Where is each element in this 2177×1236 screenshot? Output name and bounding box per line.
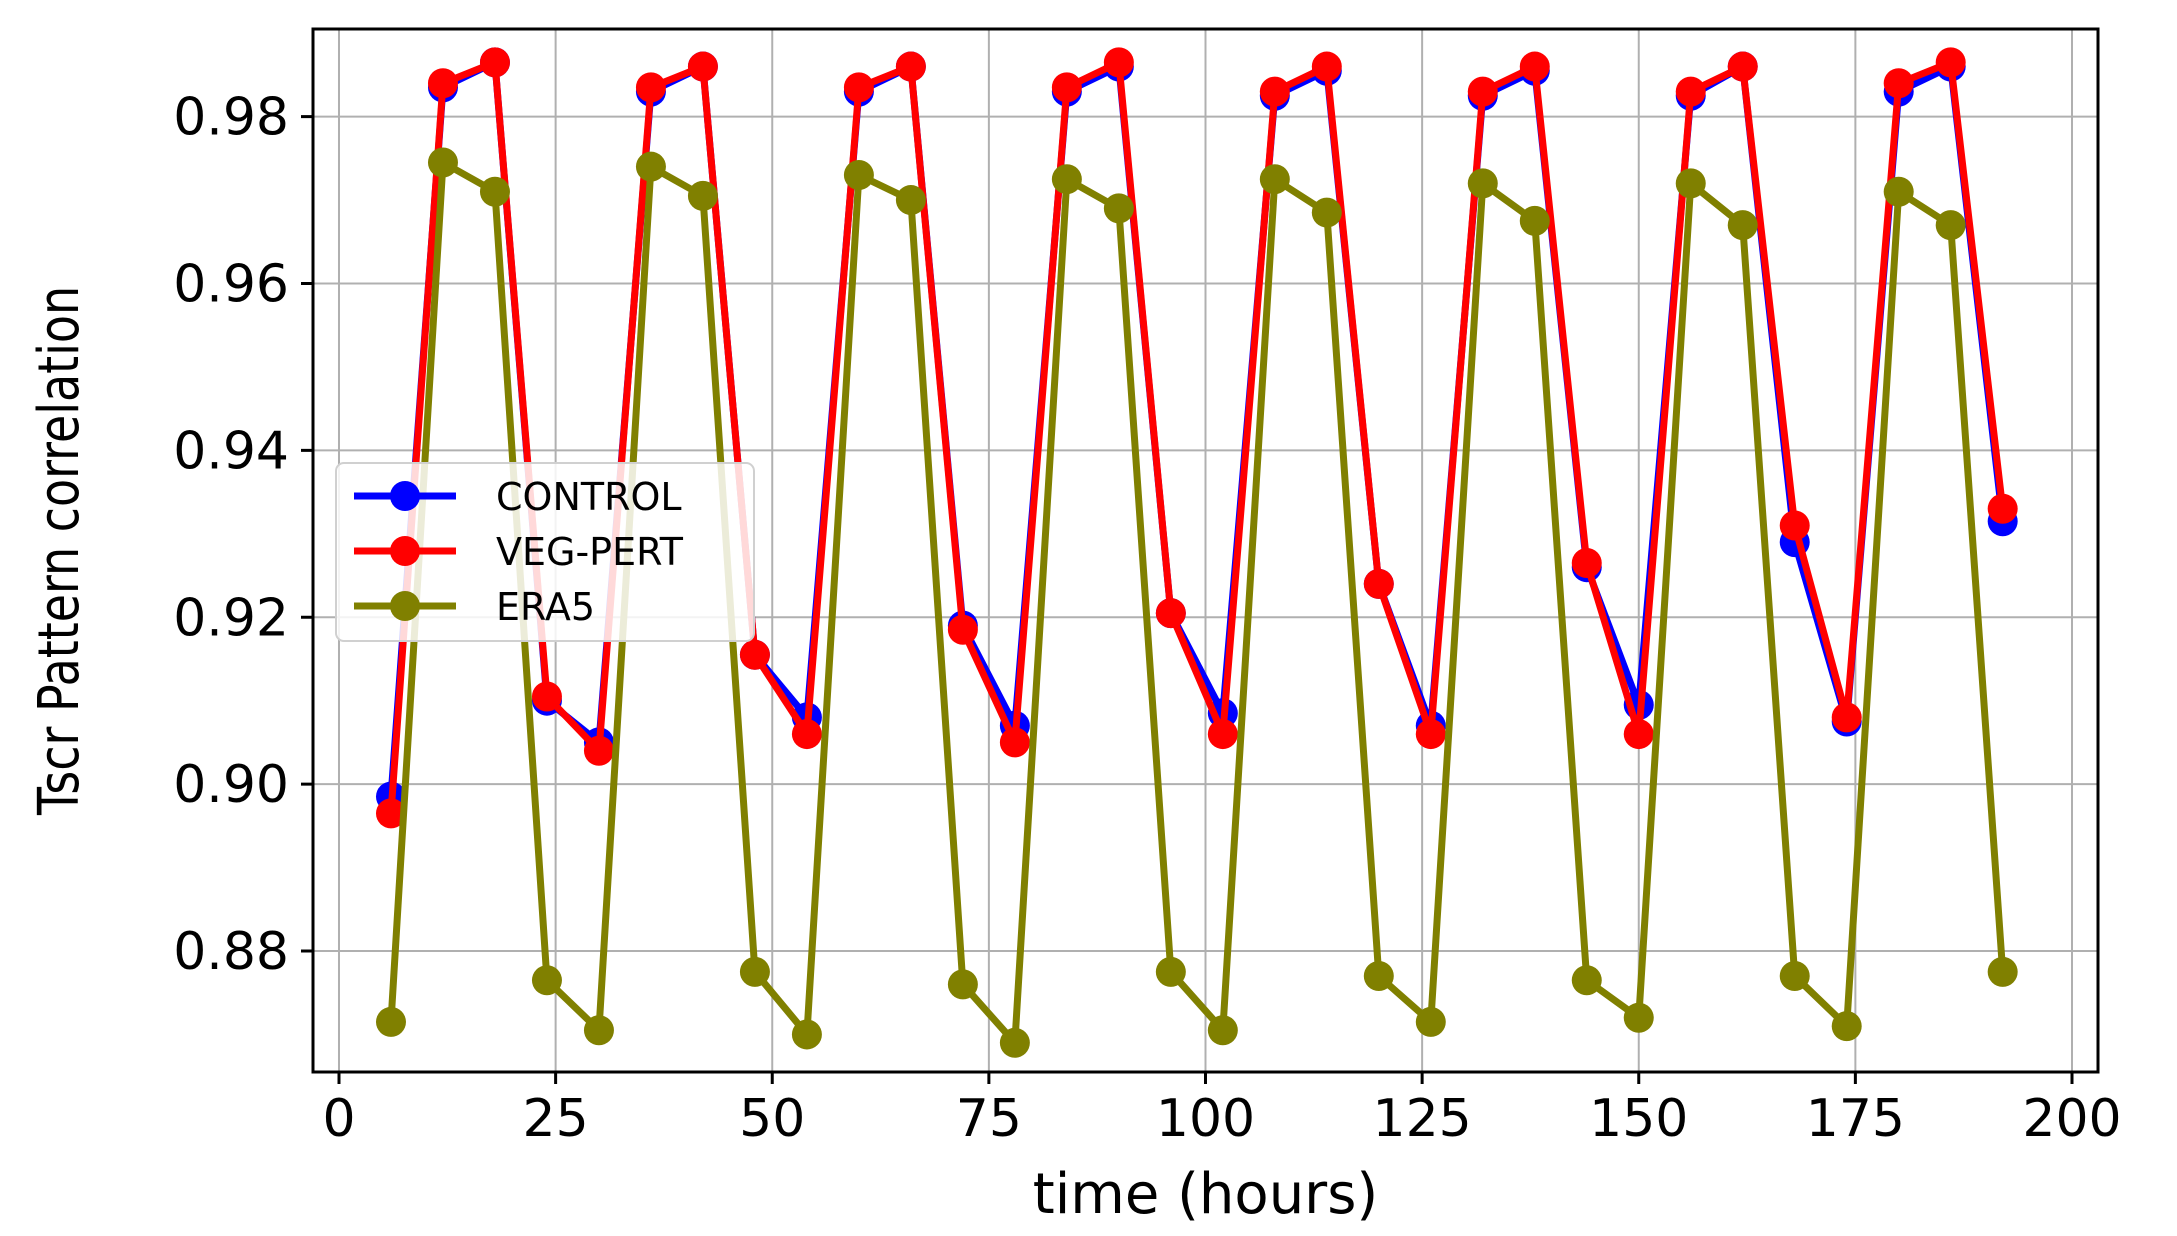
series-layer — [375, 47, 2018, 1058]
data-point — [1467, 76, 1498, 107]
data-point — [1207, 719, 1238, 750]
legend-item-era5: ERA5 — [354, 585, 595, 629]
data-point — [1623, 1002, 1654, 1033]
data-point — [1363, 568, 1394, 599]
data-point — [1207, 1015, 1238, 1046]
data-point — [1831, 1011, 1862, 1042]
data-point — [1519, 205, 1550, 236]
data-point — [947, 969, 978, 1000]
data-point — [1259, 164, 1290, 195]
data-point — [947, 614, 978, 645]
data-point — [687, 180, 718, 211]
data-point — [1779, 961, 1810, 992]
data-point — [999, 1027, 1030, 1058]
data-point — [739, 956, 770, 987]
data-point — [1467, 168, 1498, 199]
legend-marker — [390, 481, 420, 511]
data-point — [1987, 956, 2018, 987]
data-point — [1415, 719, 1446, 750]
legend-marker — [390, 536, 420, 566]
x-axis-label: time (hours) — [1033, 1162, 1378, 1227]
legend-label: ERA5 — [496, 585, 595, 629]
x-tick-label: 75 — [956, 1089, 1022, 1149]
series-era5 — [375, 147, 2018, 1058]
data-point — [479, 47, 510, 78]
data-point — [583, 735, 614, 766]
data-point — [635, 72, 666, 103]
data-point — [1571, 548, 1602, 579]
x-tick-label: 125 — [1372, 1089, 1471, 1149]
data-point — [1883, 68, 1914, 99]
legend-item-veg-pert: VEG-PERT — [354, 530, 684, 574]
data-point — [531, 965, 562, 996]
data-point — [1987, 493, 2018, 524]
data-point — [1675, 168, 1706, 199]
data-point — [531, 681, 562, 712]
data-point — [1259, 76, 1290, 107]
y-axis-label: Tscr Pattern correlation — [27, 286, 93, 816]
data-point — [895, 185, 926, 216]
axis-ticks: 0 25 50 75 100 125 150 175 200 0.88 0.90 0.92 0.94 0.… — [173, 88, 2121, 1149]
y-tick-label: 0.94 — [173, 421, 289, 481]
data-point — [1311, 51, 1342, 82]
legend-box — [335, 462, 755, 642]
data-point — [1103, 47, 1134, 78]
data-point — [1155, 956, 1186, 987]
data-point — [583, 1015, 614, 1046]
data-point — [1103, 193, 1134, 224]
data-point — [1935, 210, 1966, 241]
legend-item-control: CONTROL — [354, 475, 682, 519]
data-point — [1883, 176, 1914, 207]
data-point — [1155, 598, 1186, 629]
y-tick-label: 0.92 — [173, 588, 289, 648]
data-point — [1623, 719, 1654, 750]
x-tick-label: 25 — [523, 1089, 589, 1149]
series-veg-pert — [375, 47, 2018, 829]
x-tick-label: 50 — [739, 1089, 805, 1149]
data-point — [895, 51, 926, 82]
x-tick-label: 150 — [1589, 1089, 1688, 1149]
legend-label: CONTROL — [496, 475, 682, 519]
data-point — [1519, 51, 1550, 82]
data-point — [479, 176, 510, 207]
data-point — [791, 719, 822, 750]
y-tick-label: 0.90 — [173, 755, 289, 815]
data-point — [1571, 965, 1602, 996]
data-point — [843, 160, 874, 191]
y-tick-label: 0.88 — [173, 922, 289, 982]
x-tick-label: 0 — [322, 1089, 355, 1149]
data-point — [999, 727, 1030, 758]
data-point — [1935, 47, 1966, 78]
data-point — [739, 639, 770, 670]
grid-lines — [313, 29, 2098, 1072]
legend-label: VEG-PERT — [496, 530, 684, 574]
data-point — [843, 72, 874, 103]
data-point — [1051, 72, 1082, 103]
legend-marker — [390, 591, 420, 621]
data-point — [427, 147, 458, 178]
data-point — [635, 151, 666, 182]
data-point — [1727, 210, 1758, 241]
data-point — [375, 1006, 406, 1037]
data-point — [1675, 76, 1706, 107]
x-tick-label: 200 — [2022, 1089, 2121, 1149]
data-point — [427, 68, 458, 99]
data-point — [791, 1019, 822, 1050]
data-point — [375, 798, 406, 829]
data-point — [1363, 961, 1394, 992]
data-point — [687, 51, 718, 82]
data-point — [1311, 197, 1342, 228]
data-point — [1051, 164, 1082, 195]
x-tick-label: 175 — [1806, 1089, 1905, 1149]
data-point — [1727, 51, 1758, 82]
legend: CONTROL VEG-PERT ERA5 — [335, 462, 755, 642]
data-point — [1415, 1006, 1446, 1037]
y-tick-label: 0.98 — [173, 88, 289, 148]
data-point — [1779, 510, 1810, 541]
x-tick-label: 100 — [1156, 1089, 1255, 1149]
data-point — [1831, 702, 1862, 733]
y-tick-label: 0.96 — [173, 254, 289, 314]
